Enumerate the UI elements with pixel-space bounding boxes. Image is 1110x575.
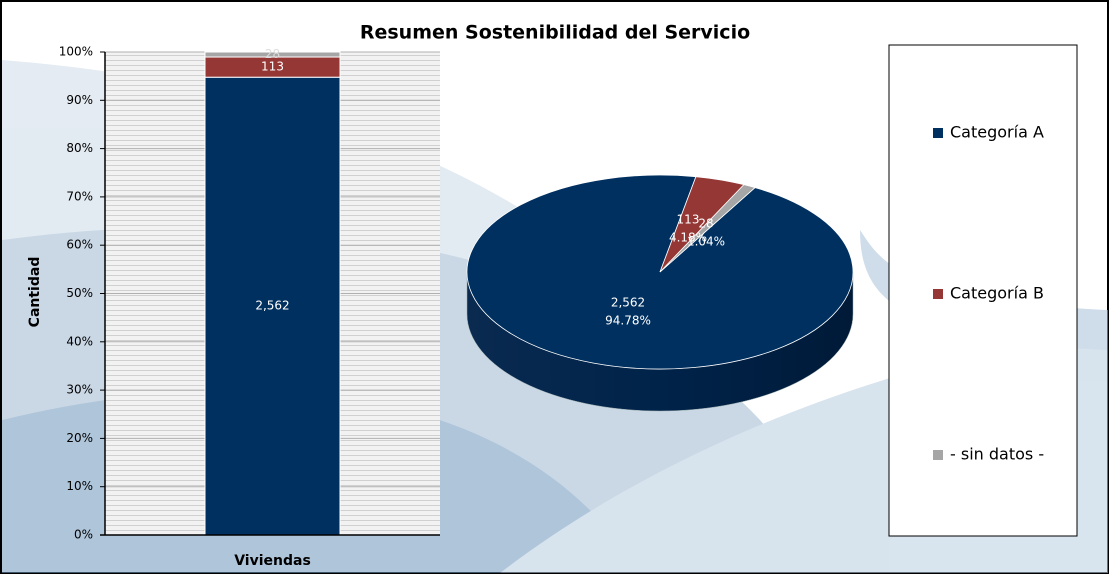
legend-label: Categoría A <box>950 123 1044 142</box>
y-tick-label: 100% <box>59 45 93 59</box>
x-tick-label: Viviendas <box>234 553 311 569</box>
y-tick-label: 40% <box>66 334 93 348</box>
y-tick-label: 60% <box>66 238 93 252</box>
y-axis-label: Cantidad <box>27 257 43 328</box>
legend-label: Categoría B <box>950 284 1044 303</box>
legend-swatch <box>933 128 943 138</box>
data-label: 113 <box>261 60 284 74</box>
y-tick-label: 90% <box>66 93 93 107</box>
pie-percent-label: 1.04% <box>687 235 725 249</box>
legend-swatch <box>933 450 943 460</box>
y-tick-label: 10% <box>66 479 93 493</box>
data-label: 2,562 <box>255 299 289 313</box>
y-tick-label: 20% <box>66 431 93 445</box>
chart: Resumen Sostenibilidad del Servicio Cant… <box>0 0 1110 575</box>
chart-title: Resumen Sostenibilidad del Servicio <box>360 22 750 44</box>
y-tick-label: 50% <box>66 286 93 300</box>
page: Resumen Sostenibilidad del Servicio Cant… <box>0 0 1110 575</box>
pie-label: 2,562 <box>611 296 645 310</box>
y-tick-label: 70% <box>66 189 93 203</box>
y-tick-label: 80% <box>66 141 93 155</box>
legend-swatch <box>933 289 943 299</box>
legend-label: - sin datos - <box>950 445 1044 464</box>
pie-percent-label: 94.78% <box>605 314 651 328</box>
pie-label: 28 <box>698 217 713 231</box>
y-tick-label: 0% <box>74 528 93 542</box>
y-tick-label: 30% <box>66 383 93 397</box>
data-label: 28 <box>265 47 280 61</box>
pie-label: 113 <box>677 213 700 227</box>
